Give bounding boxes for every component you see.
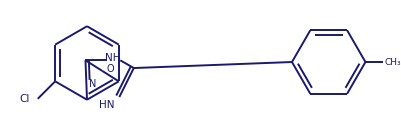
Text: NH: NH [105, 53, 120, 63]
Text: Cl: Cl [20, 94, 30, 104]
Text: N: N [89, 79, 97, 89]
Text: CH₃: CH₃ [385, 58, 401, 66]
Text: HN: HN [99, 100, 114, 110]
Text: O: O [106, 64, 113, 74]
